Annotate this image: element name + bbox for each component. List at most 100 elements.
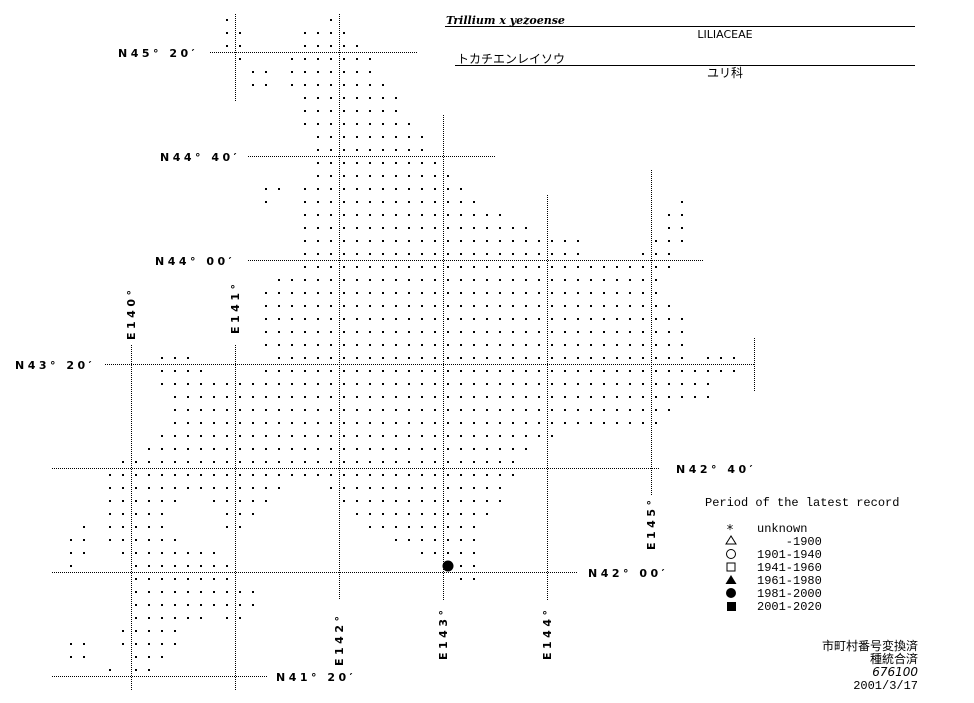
mesh-dot: [161, 591, 163, 593]
mesh-dot: [330, 97, 332, 99]
mesh-dot: [304, 227, 306, 229]
mesh-dot: [629, 383, 631, 385]
mesh-dot: [122, 539, 124, 541]
mesh-dot: [408, 487, 410, 489]
mesh-dot: [408, 331, 410, 333]
mesh-dot: [434, 292, 436, 294]
mesh-dot: [343, 97, 345, 99]
mesh-dot: [161, 630, 163, 632]
mesh-dot: [330, 461, 332, 463]
mesh-dot: [655, 279, 657, 281]
mesh-dot: [369, 240, 371, 242]
mesh-dot: [330, 227, 332, 229]
mesh-dot: [382, 201, 384, 203]
mesh-dot: [486, 266, 488, 268]
mesh-dot: [317, 214, 319, 216]
mesh-dot: [382, 214, 384, 216]
mesh-dot: [460, 331, 462, 333]
open-triangle-icon: [725, 535, 737, 545]
mesh-dot: [278, 344, 280, 346]
mesh-dot: [421, 383, 423, 385]
mesh-dot: [317, 266, 319, 268]
mesh-dot: [655, 253, 657, 255]
mesh-dot: [486, 318, 488, 320]
mesh-dot: [408, 214, 410, 216]
mesh-dot: [83, 526, 85, 528]
mesh-dot: [525, 318, 527, 320]
mesh-dot: [187, 565, 189, 567]
latitude-lines: [52, 52, 754, 677]
mesh-dot: [382, 292, 384, 294]
mesh-dot: [473, 383, 475, 385]
mesh-dot: [265, 422, 267, 424]
mesh-dot: [525, 409, 527, 411]
mesh-dot: [304, 266, 306, 268]
mesh-dot: [265, 487, 267, 489]
mesh-dot: [512, 331, 514, 333]
mesh-dot: [356, 162, 358, 164]
mesh-dot: [395, 318, 397, 320]
mesh-dot: [395, 383, 397, 385]
legend-label: 1941-1960: [757, 561, 822, 575]
mesh-dot: [382, 279, 384, 281]
mesh-dot: [421, 422, 423, 424]
mesh-dot: [421, 162, 423, 164]
mesh-dot: [473, 214, 475, 216]
mesh-dot: [473, 565, 475, 567]
mesh-dot: [681, 383, 683, 385]
mesh-dot: [265, 305, 267, 307]
mesh-dot: [226, 487, 228, 489]
mesh-dot: [239, 396, 241, 398]
mesh-dot: [421, 175, 423, 177]
mesh-dot: [486, 396, 488, 398]
mesh-dot: [590, 409, 592, 411]
mesh-dot: [304, 97, 306, 99]
mesh-dot: [538, 253, 540, 255]
mesh-dot: [135, 526, 137, 528]
mesh-dot: [447, 175, 449, 177]
mesh-dot: [668, 253, 670, 255]
mesh-dot: [460, 344, 462, 346]
mesh-dot: [447, 292, 449, 294]
mesh-dot: [330, 292, 332, 294]
mesh-dot: [356, 331, 358, 333]
mesh-dot: [330, 409, 332, 411]
mesh-dot: [590, 422, 592, 424]
mesh-dot: [161, 474, 163, 476]
mesh-dot: [408, 396, 410, 398]
mesh-dot: [395, 162, 397, 164]
mesh-dot: [109, 539, 111, 541]
mesh-dot: [356, 123, 358, 125]
mesh-dot: [161, 487, 163, 489]
mesh-dot: [499, 279, 501, 281]
mesh-dot: [330, 201, 332, 203]
mesh-dot: [148, 500, 150, 502]
mesh-dot: [395, 539, 397, 541]
mesh-dot: [382, 513, 384, 515]
mesh-dot: [538, 266, 540, 268]
mesh-dot: [655, 331, 657, 333]
mesh-dot: [187, 422, 189, 424]
mesh-dot: [512, 240, 514, 242]
mesh-dot: [317, 123, 319, 125]
legend-label: -1900: [757, 535, 822, 549]
mesh-dot: [616, 396, 618, 398]
mesh-dot: [174, 409, 176, 411]
mesh-dot: [460, 578, 462, 580]
mesh-dot: [356, 448, 358, 450]
mesh-dot: [408, 435, 410, 437]
mesh-dot: [616, 344, 618, 346]
mesh-dot: [603, 370, 605, 372]
mesh-dot: [356, 201, 358, 203]
mesh-dot: [408, 318, 410, 320]
mesh-dot: [434, 383, 436, 385]
mesh-dot: [473, 201, 475, 203]
mesh-dots: [70, 19, 735, 671]
mesh-dot: [577, 383, 579, 385]
mesh-dot: [343, 409, 345, 411]
mesh-dot: [317, 448, 319, 450]
mesh-dot: [447, 513, 449, 515]
mesh-dot: [447, 526, 449, 528]
mesh-dot: [239, 617, 241, 619]
mesh-dot: [512, 383, 514, 385]
